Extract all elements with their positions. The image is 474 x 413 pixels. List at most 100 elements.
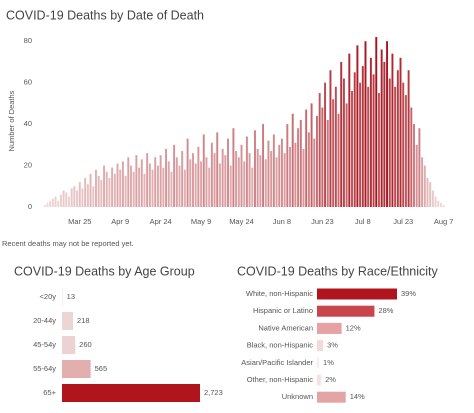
value-label: 3% [327,341,338,350]
bar [167,161,170,207]
value-label: 565 [95,364,108,373]
bar [59,194,62,207]
bar [286,124,289,207]
bar [429,182,432,207]
bar [194,163,197,207]
bar [216,132,219,207]
value-label: 2,723 [204,388,223,397]
bar [264,159,267,207]
bar [108,177,111,207]
bar [76,190,79,207]
bar [359,82,362,207]
bar [272,134,275,207]
bar [317,357,320,369]
bar [229,165,232,207]
bar [321,107,324,207]
bar [138,167,141,207]
bar [89,173,92,207]
bar [62,384,200,402]
bar [86,184,89,207]
bar [326,119,329,207]
bar [283,153,286,207]
category-label: White, non-Hispanic [246,289,313,298]
bar [380,49,383,207]
bar [353,72,356,207]
bar [318,93,321,207]
bar [280,138,283,207]
bar [111,167,114,207]
bar [57,200,60,207]
bar [317,374,322,386]
bar [383,61,386,207]
bar [332,99,335,207]
y-tick-label: 0 [28,202,32,211]
bar [224,155,227,207]
bar [313,138,316,207]
bar [205,157,208,207]
bar [437,200,440,207]
bar [369,57,372,207]
bar [259,155,262,207]
bar [218,163,221,207]
bar [210,142,213,207]
bar [254,130,256,207]
chart-title: COVID-19 Deaths by Race/Ethnicity [237,264,439,278]
x-tick-label: Jul 23 [393,217,413,226]
bar [235,151,238,207]
bar [175,157,178,207]
bar [439,202,442,207]
bar [307,132,310,207]
bar [135,155,138,207]
bar [404,95,407,207]
bar [340,61,343,207]
bar [181,151,184,207]
bar [100,180,103,207]
bar [291,113,294,207]
bar [186,138,189,207]
bar [148,163,151,207]
bar [348,53,351,207]
x-tick-label: Apr 24 [150,217,172,226]
category-label: 20-44y [33,316,56,325]
chart-title: COVID-19 Deaths by Date of Death [6,8,204,22]
bar [302,148,305,207]
bar [251,167,254,207]
bar [351,90,353,207]
bar [49,200,52,207]
bar [113,173,116,207]
value-label: 14% [350,392,365,401]
category-label: 45-54y [33,340,56,349]
bar [116,163,119,207]
bar [62,336,76,354]
bar [245,136,248,207]
bar [388,78,391,208]
bar [243,161,246,207]
bar [434,196,437,207]
bar [192,153,194,207]
bar [62,312,74,330]
bar [267,140,270,207]
bar [337,113,340,207]
bar [364,41,367,208]
bar [183,169,186,207]
bar [262,124,265,207]
y-tick-label: 60 [24,78,32,87]
bar [396,70,399,207]
y-tick-label: 20 [24,161,32,170]
bar [165,148,168,207]
bar [391,53,394,207]
bar [310,103,313,207]
bar [324,82,327,207]
bar [221,148,224,207]
bar [227,138,229,207]
bar [407,70,410,207]
value-label: 12% [346,323,361,332]
x-tick-label: May 24 [229,217,254,226]
category-label: Unknown [282,392,313,401]
value-label: 2% [325,375,336,384]
bar [442,204,445,207]
category-label: <20y [40,292,57,301]
y-tick-label: 80 [24,36,32,45]
chart-title: COVID-19 Deaths by Age Group [14,264,195,278]
bar [54,196,57,207]
